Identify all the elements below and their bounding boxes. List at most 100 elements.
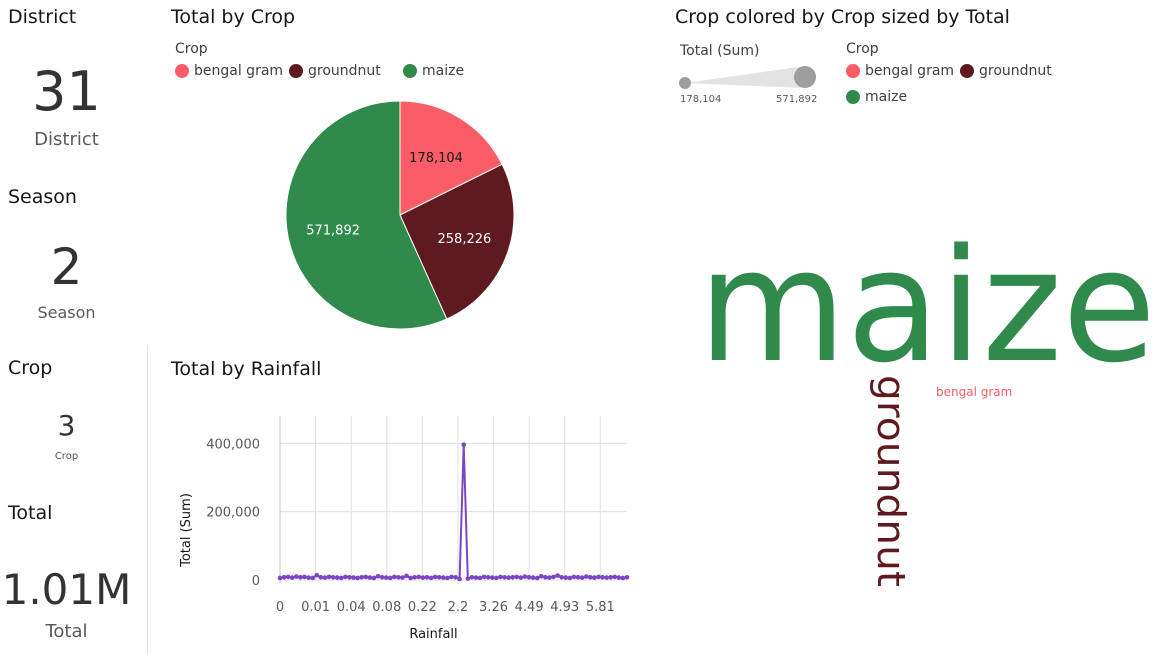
line-point[interactable] xyxy=(343,574,348,580)
line-point[interactable] xyxy=(608,574,613,580)
line-point[interactable] xyxy=(555,573,560,578)
line-point[interactable] xyxy=(592,575,597,580)
line-point[interactable] xyxy=(587,574,593,580)
line-point[interactable] xyxy=(392,574,397,580)
line-point[interactable] xyxy=(538,573,544,579)
word-groundnut[interactable]: groundnut xyxy=(869,375,913,587)
line-point[interactable] xyxy=(400,575,405,580)
line-point[interactable] xyxy=(506,575,511,580)
line-point[interactable] xyxy=(596,574,601,580)
line-point[interactable] xyxy=(547,575,552,580)
line-point[interactable] xyxy=(289,575,295,580)
line-point[interactable] xyxy=(432,574,438,580)
x-tick-label: 2.2 xyxy=(448,600,469,615)
line-point[interactable] xyxy=(355,575,360,581)
line-point[interactable] xyxy=(440,575,446,580)
line-point[interactable] xyxy=(530,575,536,580)
pie-legend-item-maize[interactable]: maize xyxy=(403,63,464,79)
line-point[interactable] xyxy=(481,574,487,580)
line-point[interactable] xyxy=(347,574,352,580)
line-point[interactable] xyxy=(514,574,520,580)
line-point[interactable] xyxy=(428,575,434,581)
line-point[interactable] xyxy=(436,574,442,580)
line-point[interactable] xyxy=(359,574,364,580)
line-point[interactable] xyxy=(522,574,528,579)
pie-slice-maize[interactable] xyxy=(285,100,448,330)
line-point[interactable] xyxy=(494,575,499,581)
line-point[interactable] xyxy=(285,574,291,580)
line-point[interactable] xyxy=(559,574,564,580)
line-point[interactable] xyxy=(420,575,426,580)
line-point[interactable] xyxy=(277,575,283,581)
line-point[interactable] xyxy=(502,574,507,580)
line-point[interactable] xyxy=(526,574,532,580)
word-maize[interactable]: maize xyxy=(698,215,1156,397)
line-point[interactable] xyxy=(310,575,315,581)
wc-legend-item-groundnut[interactable]: groundnut xyxy=(960,63,1052,79)
line-point[interactable] xyxy=(387,575,393,581)
line-point[interactable] xyxy=(351,575,356,580)
line-point[interactable] xyxy=(551,574,556,580)
line-point[interactable] xyxy=(563,575,569,580)
line-point[interactable] xyxy=(404,573,409,579)
line-point[interactable] xyxy=(424,574,430,580)
line-point[interactable] xyxy=(412,574,418,580)
line-point[interactable] xyxy=(408,575,413,581)
line-point[interactable] xyxy=(498,574,503,580)
line-point[interactable] xyxy=(326,574,332,580)
kpi-label-season: Season xyxy=(37,303,96,322)
line-point[interactable] xyxy=(518,575,524,580)
line-point[interactable] xyxy=(318,574,324,580)
line-point[interactable] xyxy=(330,574,336,580)
pie-slice-groundnut[interactable] xyxy=(399,163,515,320)
line-point[interactable] xyxy=(416,574,422,580)
word-bengal-gram[interactable]: bengal gram xyxy=(936,385,1012,399)
pie-legend-item-bengal-gram[interactable]: bengal gram xyxy=(175,63,283,79)
line-point[interactable] xyxy=(322,575,328,580)
line-point[interactable] xyxy=(489,575,495,580)
line-point[interactable] xyxy=(383,575,389,580)
line-point[interactable] xyxy=(624,574,630,580)
line-point[interactable] xyxy=(620,575,626,581)
line-point[interactable] xyxy=(445,575,450,581)
line-point[interactable] xyxy=(473,575,479,580)
line-point[interactable] xyxy=(612,574,618,580)
line-point[interactable] xyxy=(298,574,303,580)
line-point[interactable] xyxy=(281,574,287,580)
line-point[interactable] xyxy=(604,575,609,580)
line-point[interactable] xyxy=(371,575,377,581)
pie-legend-item-groundnut[interactable]: groundnut xyxy=(289,63,381,79)
line-point[interactable] xyxy=(367,575,373,580)
line-point[interactable] xyxy=(616,575,622,580)
line-point[interactable] xyxy=(465,576,471,581)
line-point[interactable] xyxy=(477,575,483,581)
line-point[interactable] xyxy=(306,575,311,580)
line-point[interactable] xyxy=(294,574,299,579)
line-point[interactable] xyxy=(579,575,585,580)
line-point[interactable] xyxy=(396,574,401,580)
line-point[interactable] xyxy=(583,574,589,579)
line-point[interactable] xyxy=(534,575,540,581)
line-point[interactable] xyxy=(314,572,320,578)
line-point[interactable] xyxy=(375,573,381,579)
line-point[interactable] xyxy=(510,574,515,580)
line-point[interactable] xyxy=(575,574,581,580)
line-point[interactable] xyxy=(338,575,344,581)
line-point[interactable] xyxy=(571,574,577,580)
wc-legend-item-maize[interactable]: maize xyxy=(846,89,907,105)
line-point[interactable] xyxy=(302,574,307,580)
line-point[interactable] xyxy=(461,442,467,447)
line-point[interactable] xyxy=(600,574,605,580)
line-point[interactable] xyxy=(334,575,340,580)
line-point[interactable] xyxy=(567,575,573,581)
line-point[interactable] xyxy=(453,574,458,580)
line-point[interactable] xyxy=(469,574,475,580)
wc-legend-item-bengal-gram[interactable]: bengal gram xyxy=(846,63,954,79)
line-point[interactable] xyxy=(543,574,548,580)
pie-slice-bengal-gram[interactable] xyxy=(399,100,503,216)
line-point[interactable] xyxy=(485,574,491,580)
line-point[interactable] xyxy=(363,574,369,580)
line-point[interactable] xyxy=(449,574,454,580)
line-point[interactable] xyxy=(457,576,462,582)
line-point[interactable] xyxy=(379,574,385,580)
